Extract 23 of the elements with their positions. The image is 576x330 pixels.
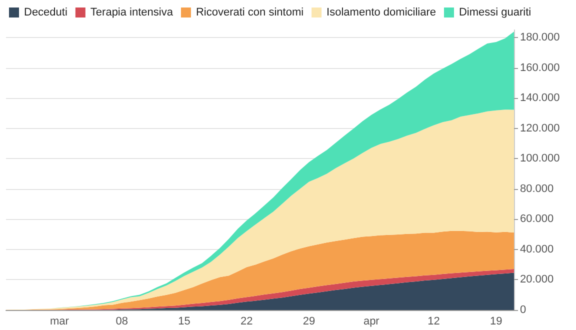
- y-tick-label: 60.000: [520, 213, 554, 226]
- legend-label: Terapia intensiva: [90, 6, 174, 18]
- y-tick-label: 0: [520, 304, 526, 316]
- legend-label: Dimessi guariti: [458, 6, 532, 18]
- x-tick-label: 29: [302, 316, 316, 328]
- y-tick-label: 80.000: [520, 182, 554, 195]
- y-tick-label: 180.000: [520, 32, 560, 44]
- legend-label: Deceduti: [24, 6, 68, 18]
- y-tick-label: 120.000: [520, 122, 560, 134]
- x-tick-label: mar: [50, 316, 70, 328]
- x-tick-label: 15: [178, 316, 190, 328]
- x-tick-label: apr: [363, 316, 380, 328]
- y-tick-label: 40.000: [520, 243, 554, 256]
- x-tick-label: 08: [116, 316, 128, 328]
- y-tick-label: 100.000: [520, 152, 560, 165]
- y-tick-label: 20.000: [520, 274, 554, 286]
- x-tick-label: 12: [428, 316, 440, 328]
- y-tick-label: 140.000: [520, 92, 560, 104]
- x-tick-label: 22: [240, 316, 253, 328]
- y-tick-label: 160.000: [520, 62, 560, 74]
- legend-label: Isolamento domiciliare: [326, 6, 436, 18]
- legend-label: Ricoverati con sintomi: [196, 6, 304, 18]
- x-tick-label: 19: [490, 316, 502, 328]
